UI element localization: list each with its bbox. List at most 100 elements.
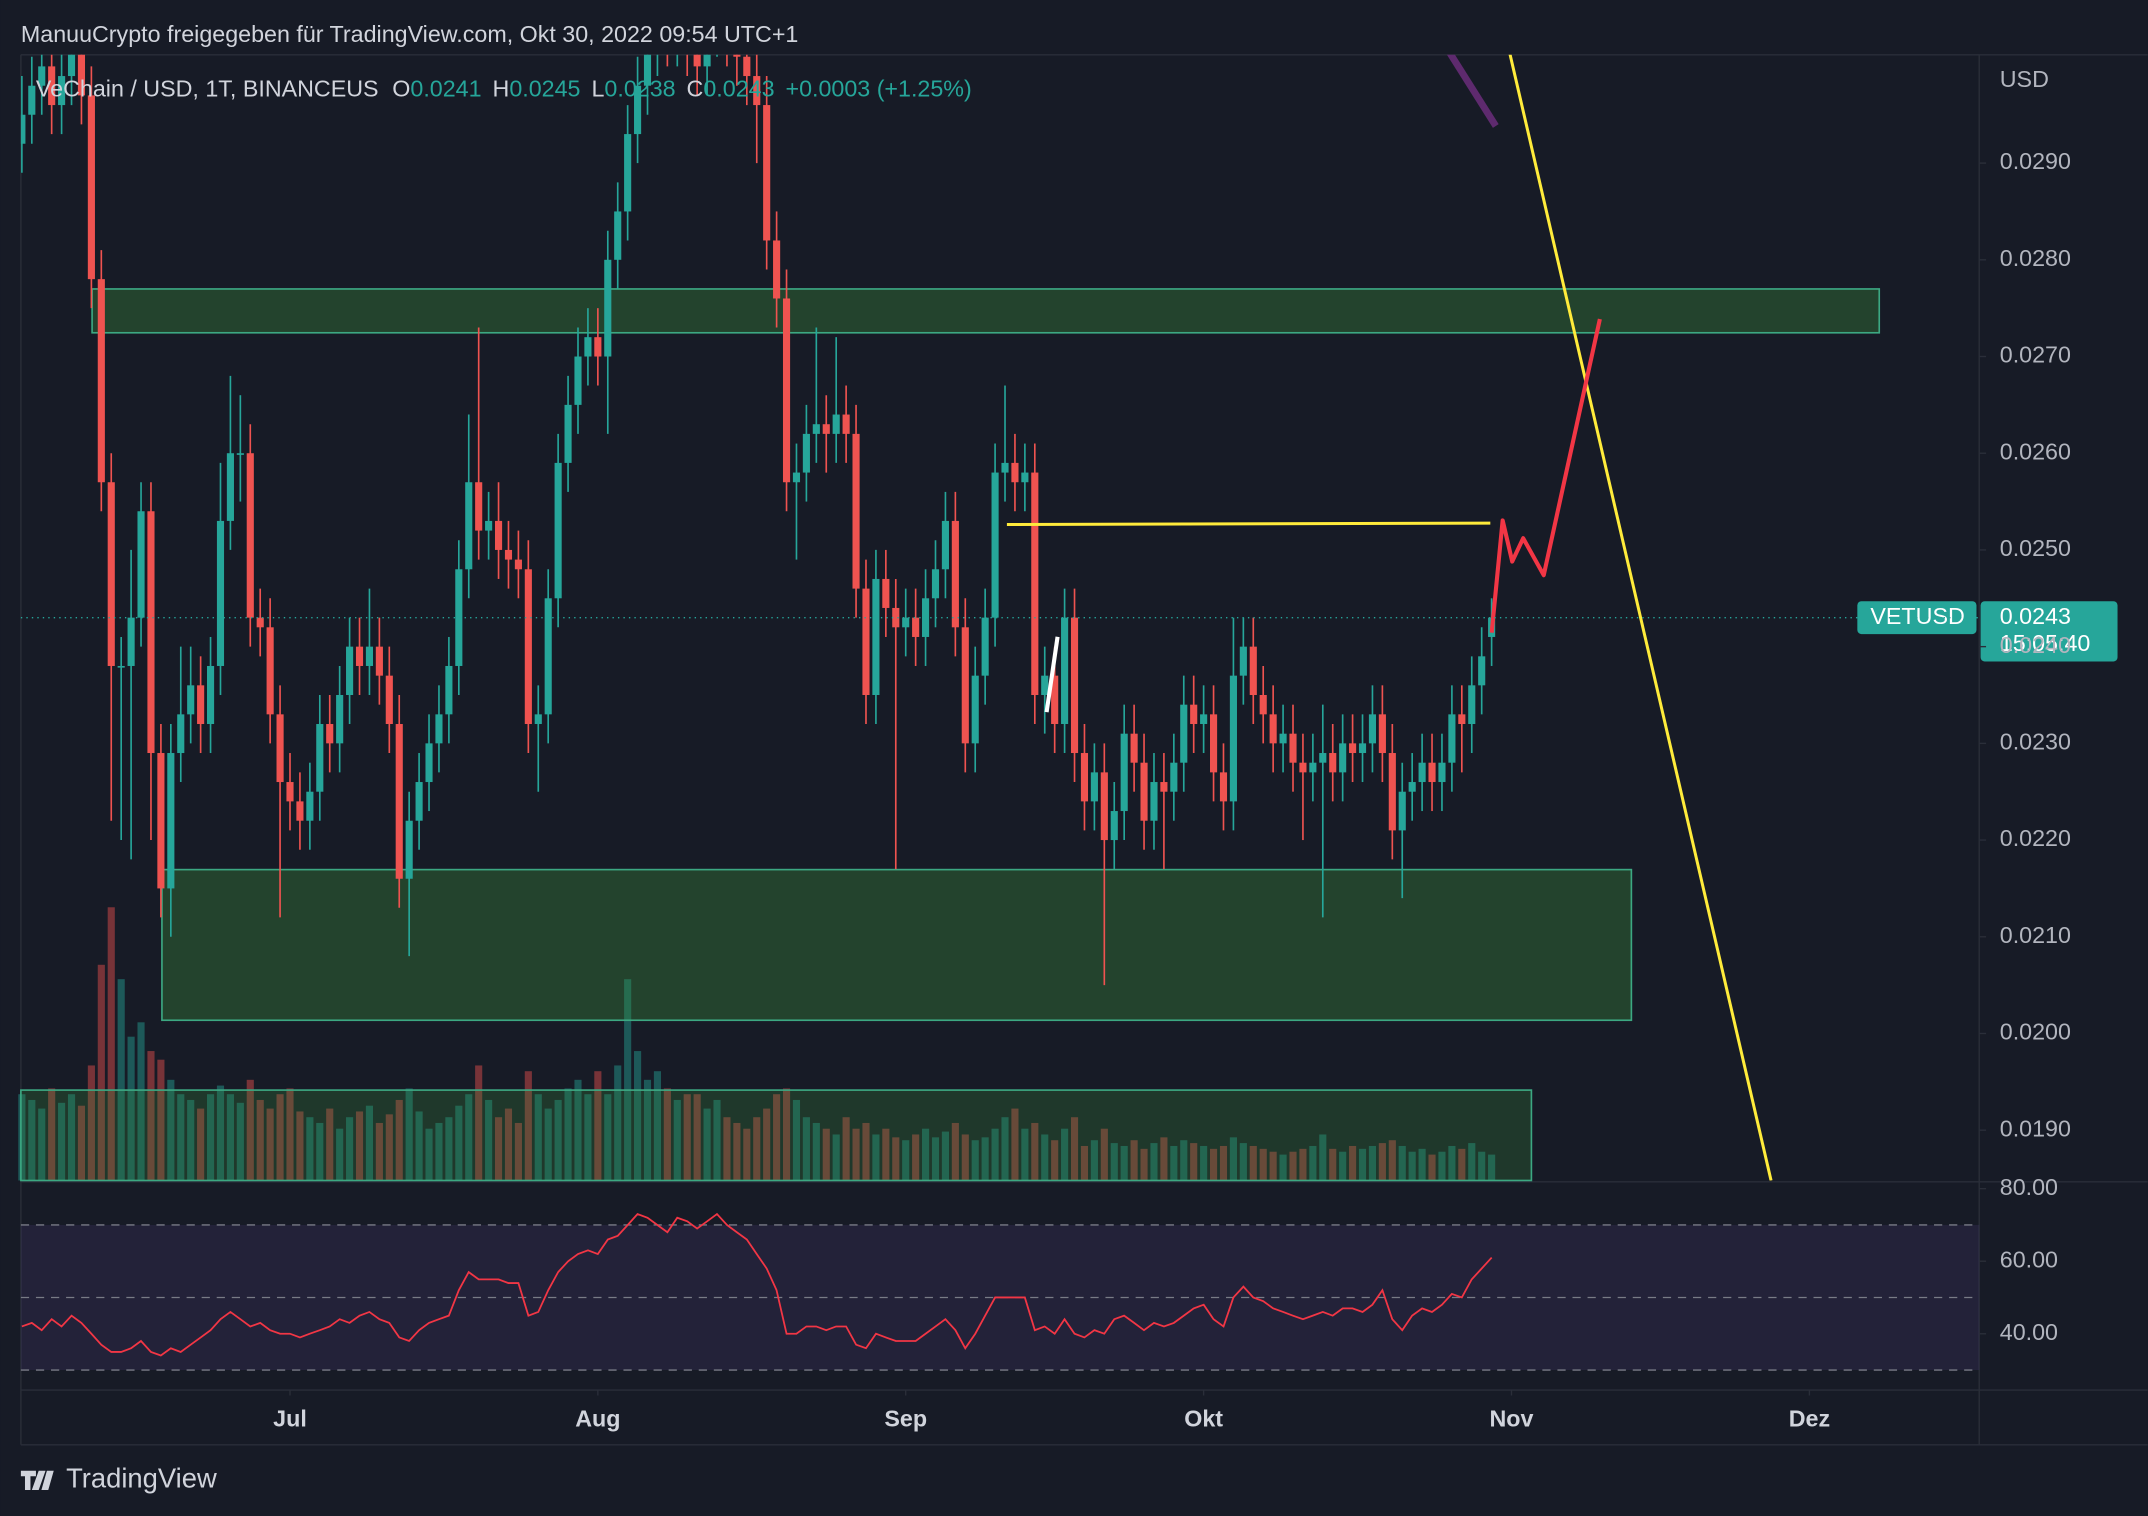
countdown-label: 15:05:40 xyxy=(2000,630,2091,656)
volume-bar xyxy=(1001,1117,1009,1181)
ohlc-value: 0.0245 xyxy=(509,76,580,102)
volume-bar xyxy=(931,1137,940,1181)
candle-body xyxy=(1239,646,1247,676)
volume-bar xyxy=(703,1108,711,1181)
symbol: VeChain / USD, 1T, BINANCEUS xyxy=(36,76,379,102)
volume-bar xyxy=(852,1128,860,1181)
volume-bar xyxy=(395,1099,403,1181)
volume-bar xyxy=(733,1122,741,1181)
candle-body xyxy=(931,569,940,599)
ohlc-value: 0.0241 xyxy=(410,76,481,102)
volume-bar xyxy=(445,1117,453,1181)
candle-body xyxy=(296,801,304,821)
volume-bar xyxy=(504,1108,513,1181)
volume-bar xyxy=(832,1134,840,1181)
volume-bar xyxy=(326,1108,334,1181)
x-tick-label: Okt xyxy=(1184,1405,1223,1431)
candle-body xyxy=(614,211,622,260)
candle-body xyxy=(1259,694,1267,715)
volume-bar xyxy=(1458,1148,1466,1181)
volume-bar xyxy=(48,1088,56,1181)
candle-body xyxy=(236,453,244,455)
candle-body xyxy=(157,753,165,889)
volume-bar xyxy=(1229,1137,1237,1181)
ohlc-key: H xyxy=(493,76,510,102)
volume-bar xyxy=(494,1117,503,1181)
candle-body xyxy=(514,559,522,570)
candle-body xyxy=(435,714,443,744)
candle-body xyxy=(20,114,26,144)
volume-bar xyxy=(991,1128,999,1181)
volume-bar xyxy=(1170,1145,1178,1181)
volume-bar xyxy=(802,1117,810,1181)
drawings xyxy=(1006,54,1773,1181)
share-header: ManuuCrypto freigegeben für TradingView.… xyxy=(21,21,798,47)
candle-body xyxy=(703,54,711,67)
volume-bar xyxy=(723,1117,731,1181)
volume-bar xyxy=(1011,1108,1019,1181)
volume-bar xyxy=(1488,1154,1496,1181)
candle-body xyxy=(554,462,562,599)
candle-body xyxy=(743,56,751,77)
volume-bar xyxy=(892,1137,900,1181)
y-tick-label: 0.0200 xyxy=(2000,1019,2071,1045)
candle-body xyxy=(465,482,473,570)
price-label: 0.0243 xyxy=(2000,603,2071,629)
candle-body xyxy=(594,337,602,357)
candle-body xyxy=(1299,762,1307,773)
candle-body xyxy=(216,520,225,666)
candle-body xyxy=(912,617,920,637)
candle-body xyxy=(1358,743,1367,754)
candle-body xyxy=(1219,772,1228,802)
volume-bar xyxy=(941,1131,949,1181)
ohlc-value: 0.0238 xyxy=(604,76,675,102)
volume-bar xyxy=(1051,1140,1059,1181)
candle-body xyxy=(385,675,393,725)
candle-body xyxy=(1170,762,1178,792)
candle-body xyxy=(1279,733,1287,744)
candle-body xyxy=(1349,743,1357,754)
candle-body xyxy=(693,54,701,67)
candle-body xyxy=(365,646,374,666)
volume-bar xyxy=(842,1117,850,1181)
candle-body xyxy=(842,414,850,434)
volume-bar xyxy=(256,1099,264,1181)
candle-body xyxy=(991,472,999,618)
volume-bar xyxy=(524,1071,532,1181)
purple-line xyxy=(1446,54,1499,128)
candle-body xyxy=(326,724,334,744)
volume-bar xyxy=(1299,1148,1307,1181)
volume-bar xyxy=(1448,1145,1456,1181)
candle-body xyxy=(395,724,403,879)
volume-bar xyxy=(435,1122,443,1181)
candle-body xyxy=(455,569,463,666)
candle-body xyxy=(1070,617,1079,754)
volume-bar xyxy=(1100,1128,1108,1181)
volume-bar xyxy=(77,1105,86,1181)
volume-bar xyxy=(1418,1148,1426,1181)
volume-bar xyxy=(912,1134,920,1181)
y-tick-label: 0.0260 xyxy=(2000,438,2071,464)
candle-body xyxy=(1120,733,1128,812)
volume-bar xyxy=(594,1071,602,1181)
candle-body xyxy=(504,549,513,560)
volume-bar xyxy=(38,1108,46,1181)
candle-body xyxy=(197,685,205,725)
ohlc-key: L xyxy=(591,76,604,102)
volume-bar xyxy=(743,1128,751,1181)
candle-body xyxy=(1368,714,1377,744)
candle-body xyxy=(951,520,959,628)
candle-body xyxy=(1398,791,1406,831)
volume-bar xyxy=(1130,1140,1138,1181)
candle-body xyxy=(1061,617,1069,725)
candle-body xyxy=(1051,675,1059,725)
volume-bar xyxy=(574,1079,582,1181)
candle-body xyxy=(485,520,493,531)
volume-bar xyxy=(286,1088,294,1181)
legend: VeChain / USD, 1T, BINANCEUS O0.0241 H0.02… xyxy=(36,76,972,102)
volume-bar xyxy=(1150,1143,1158,1181)
volume-bar xyxy=(713,1099,721,1181)
candle-body xyxy=(832,414,840,434)
volume-bar xyxy=(634,1051,642,1181)
volume-bar xyxy=(792,1099,801,1181)
